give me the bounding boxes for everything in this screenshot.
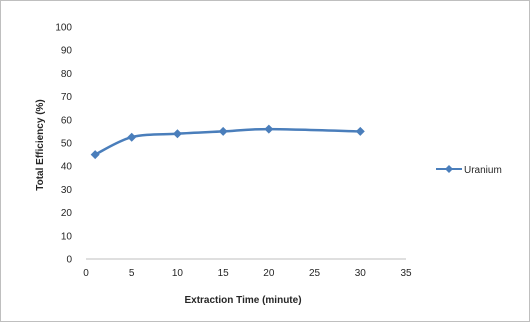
y-tick-label: 70	[61, 92, 73, 103]
plot-area	[90, 124, 365, 160]
data-point	[90, 150, 100, 160]
y-tick-label: 50	[61, 139, 73, 150]
legend-marker	[445, 165, 453, 173]
y-tick-label: 30	[61, 185, 73, 196]
data-point	[127, 132, 137, 142]
x-tick-label: 30	[355, 268, 367, 279]
y-tick-label: 100	[55, 23, 72, 34]
x-tick-label: 35	[400, 268, 412, 279]
data-point	[355, 126, 365, 136]
x-tick-label: 20	[263, 268, 275, 279]
data-point	[172, 129, 182, 139]
x-tick-label: 10	[172, 268, 184, 279]
y-tick-label: 40	[61, 162, 73, 173]
x-tick-label: 25	[309, 268, 321, 279]
x-tick-label: 0	[83, 268, 89, 279]
data-point	[218, 126, 228, 136]
x-axis-title: Extraction Time (minute)	[184, 295, 301, 306]
series-line-uranium	[94, 127, 361, 156]
y-tick-label: 90	[61, 46, 73, 57]
x-axis-ticks: 0 5 10 15 20 25 30 35	[83, 268, 412, 279]
y-tick-label: 10	[61, 231, 73, 242]
data-point	[264, 124, 274, 134]
y-tick-label: 0	[66, 255, 72, 266]
y-tick-label: 80	[61, 69, 73, 80]
y-tick-label: 20	[61, 208, 73, 219]
y-axis-title: Total Efficiency (%)	[35, 99, 46, 191]
legend: Uranium	[436, 165, 502, 176]
x-tick-label: 5	[129, 268, 135, 279]
legend-label-uranium: Uranium	[464, 165, 502, 176]
y-axis-ticks: 0 10 20 30 40 50 60 70 80 90 100	[55, 23, 72, 266]
x-tick-label: 15	[218, 268, 230, 279]
y-tick-label: 60	[61, 115, 73, 126]
